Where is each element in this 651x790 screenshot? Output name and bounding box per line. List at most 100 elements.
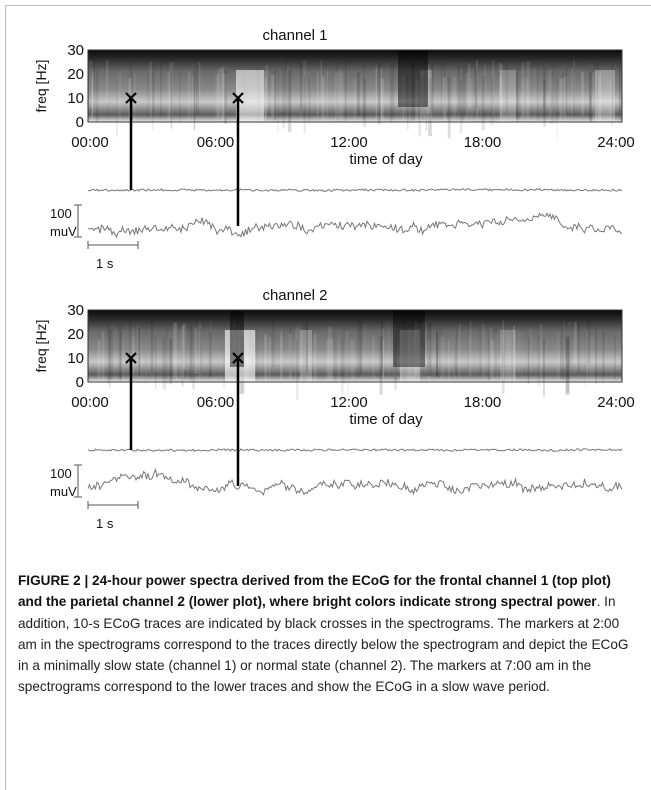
spectrogram-streak xyxy=(192,76,194,126)
y-tick-label: 0 xyxy=(76,374,84,391)
x-tick-label: 00:00 xyxy=(71,134,109,151)
amplitude-unit-label: muV xyxy=(50,224,77,239)
spectrogram-streak xyxy=(556,332,560,393)
spectrogram-streak xyxy=(565,338,570,396)
spectrogram-streak xyxy=(88,64,92,112)
spectrogram-streak xyxy=(521,62,525,118)
spectrogram-streak xyxy=(556,78,558,141)
spectrogram-streak xyxy=(101,331,105,386)
spectrogram-streak xyxy=(499,63,503,107)
x-tick-label: 24:00 xyxy=(597,394,635,411)
spectrogram-streak xyxy=(525,79,530,128)
spectrogram-streak xyxy=(511,332,514,382)
spectrogram-streak xyxy=(175,322,178,382)
spectrogram-streak xyxy=(281,68,286,129)
spectrogram-streak xyxy=(585,330,589,393)
spectrogram-streak xyxy=(193,327,197,374)
spectrogram-streak xyxy=(173,322,176,378)
spectrogram-streak xyxy=(303,76,306,134)
spectrogram-streak xyxy=(502,330,506,378)
spectrogram-streak xyxy=(568,322,572,383)
spectrogram-streak xyxy=(340,338,344,395)
spectrogram-streak xyxy=(411,62,415,121)
y-tick-label: 20 xyxy=(67,66,84,83)
time-scale-label: 1 s xyxy=(96,256,114,271)
spectrogram-streak xyxy=(357,72,360,117)
spectrogram-streak xyxy=(150,321,154,371)
spectrogram-streak xyxy=(305,325,308,373)
spectrogram-streak xyxy=(394,324,396,377)
spectrogram-streak xyxy=(431,63,434,111)
spectrogram-streak xyxy=(196,64,200,114)
spectrogram-streak xyxy=(362,65,365,121)
panel-title: channel 2 xyxy=(262,287,327,304)
y-tick-label: 10 xyxy=(67,350,84,367)
spectrogram-streak xyxy=(326,338,330,391)
spectrogram-streak xyxy=(334,72,339,127)
y-tick-label: 10 xyxy=(67,90,84,107)
spectrogram-streak xyxy=(524,74,526,123)
spectrogram-streak xyxy=(561,72,565,120)
panel: channel 1 0 10 20 30 freq [Hz] 00:00 06:00 12:00… xyxy=(33,27,635,271)
spectrogram-streak xyxy=(201,322,203,378)
spectrogram-streak xyxy=(209,320,212,369)
spectrogram-streak xyxy=(468,63,471,109)
spectrogram-streak xyxy=(182,323,187,370)
ecog-trace xyxy=(87,448,623,452)
spectrogram-streak xyxy=(571,68,573,115)
spectrogram-streak xyxy=(543,66,546,110)
spectrogram-streak xyxy=(224,70,228,124)
x-tick-label: 18:00 xyxy=(464,134,502,151)
spectrogram-streak xyxy=(421,76,425,121)
spectrogram-streak xyxy=(321,79,325,135)
spectrogram-streak xyxy=(336,61,338,123)
spectrogram-streak xyxy=(273,69,277,121)
spectrogram-streak xyxy=(614,336,617,381)
spectrogram-streak xyxy=(502,320,504,371)
spectrogram-streak xyxy=(435,332,439,377)
spectrogram-streak xyxy=(342,327,347,385)
spectrogram-streak xyxy=(407,72,409,130)
amplitude-scale-label: 100 xyxy=(50,466,72,481)
spectrogram-streak xyxy=(254,332,257,394)
y-tick-label: 30 xyxy=(67,302,84,319)
spectrogram-streak xyxy=(418,324,420,372)
bright-region xyxy=(420,70,432,122)
spectrogram-streak xyxy=(187,71,192,131)
spectrogram-streak xyxy=(419,324,423,368)
spectrogram-streak xyxy=(474,70,477,118)
marker-cross xyxy=(232,352,244,364)
spectrogram-streak xyxy=(457,65,461,113)
spectrogram-streak xyxy=(198,322,202,379)
spectrogram-streak xyxy=(264,77,267,138)
spectrogram-streak xyxy=(427,68,431,114)
amplitude-scale-label: 100 xyxy=(50,206,72,221)
spectrogram-streak xyxy=(330,338,333,398)
spectrogram-streak xyxy=(375,67,379,120)
spectrogram-streak xyxy=(602,331,604,384)
spectrogram-streak xyxy=(326,70,329,122)
spectrogram-streak xyxy=(592,72,596,134)
y-axis-label: freq [Hz] xyxy=(33,60,49,113)
panel-title: channel 1 xyxy=(262,27,327,44)
spectrogram-streak xyxy=(296,327,301,372)
spectrogram-streak xyxy=(381,321,384,373)
spectrogram-streak xyxy=(160,60,162,118)
x-tick-label: 06:00 xyxy=(197,134,235,151)
spectrogram-streak xyxy=(537,334,540,388)
spectrogram-streak xyxy=(412,327,417,379)
spectrogram-streak xyxy=(619,66,621,112)
spectrogram-streak xyxy=(419,333,422,380)
spectrogram-streak xyxy=(119,70,122,124)
spectrogram-streak xyxy=(380,78,385,140)
spectrogram-streak xyxy=(337,70,342,119)
spectrogram-streak xyxy=(320,60,323,105)
spectrogram-streak xyxy=(550,78,554,123)
spectrogram-streak xyxy=(499,77,502,126)
spectrogram-streak xyxy=(334,332,337,384)
spectrogram-streak xyxy=(584,331,586,387)
spectrogram-streak xyxy=(256,325,258,381)
spectrogram-streak xyxy=(494,328,498,378)
spectrogram-streak xyxy=(521,330,523,376)
